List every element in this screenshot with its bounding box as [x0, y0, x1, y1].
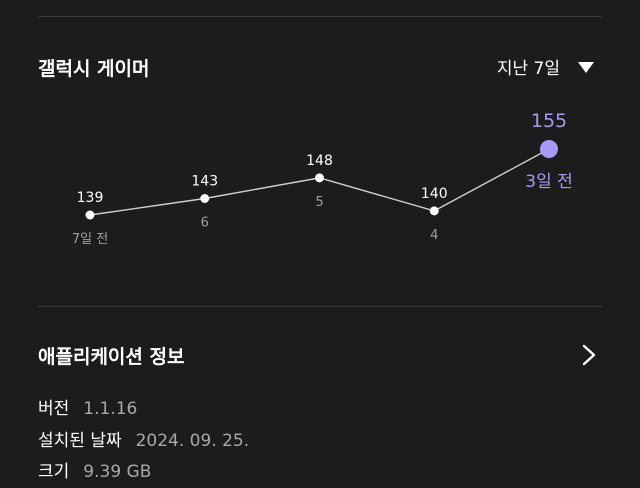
app-info-title: 애플리케이션 정보	[38, 346, 185, 368]
range-dropdown[interactable]: 지난 7일	[497, 54, 594, 79]
category-label: 6	[201, 216, 209, 231]
data-point	[200, 194, 210, 203]
chart-section-title: 갤럭시 게이머	[38, 58, 150, 80]
data-label: 140	[421, 186, 448, 202]
size-value: 9.39 GB	[83, 462, 152, 482]
installed-date-value: 2024. 09. 25.	[135, 431, 250, 451]
data-point	[85, 210, 95, 220]
top-divider	[38, 16, 602, 17]
usage-chart-svg: 139 7일 전 143 6 148 5 140 4 155 3일 전	[72, 110, 573, 247]
data-point	[540, 140, 558, 158]
data-label: 155	[531, 110, 567, 132]
size-label: 크기	[38, 462, 70, 482]
range-dropdown-label: 지난 7일	[496, 59, 560, 79]
info-row-size: 크기 9.39 GB	[38, 457, 151, 482]
category-label: 5	[315, 195, 323, 210]
info-row-installed-date: 설치된 날짜 2024. 09. 25.	[38, 426, 249, 451]
usage-chart: 139 7일 전 143 6 148 5 140 4 155 3일 전	[72, 110, 573, 247]
installed-date-label: 설치된 날짜	[38, 431, 122, 451]
version-label: 버전	[38, 399, 70, 419]
data-label: 143	[191, 174, 218, 190]
middle-divider	[38, 306, 602, 307]
version-value: 1.1.16	[83, 399, 138, 419]
data-point	[429, 206, 439, 216]
data-point	[315, 173, 324, 183]
chevron-right-icon[interactable]	[578, 344, 600, 366]
info-row-version: 버전 1.1.16	[38, 394, 137, 419]
data-label: 139	[77, 190, 104, 206]
data-label: 148	[306, 153, 333, 169]
dropdown-triangle-icon	[578, 61, 594, 73]
category-label: 3일 전	[525, 172, 573, 192]
category-label: 4	[430, 228, 438, 243]
category-label: 7일 전	[72, 232, 108, 247]
